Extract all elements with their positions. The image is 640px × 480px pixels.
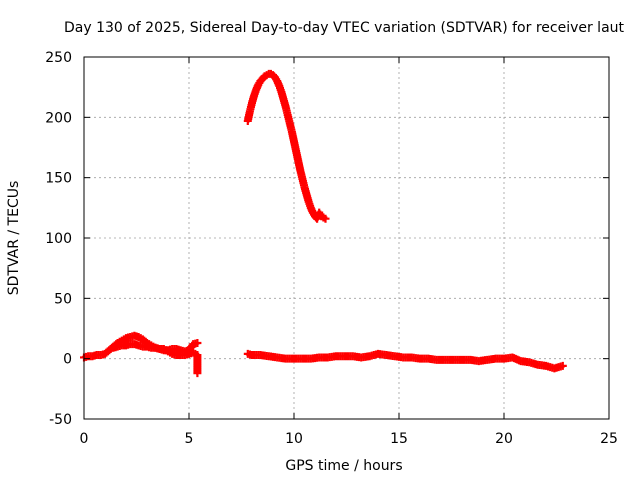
y-tick-label: 50 xyxy=(54,291,72,307)
data-points xyxy=(80,69,567,378)
series-2 xyxy=(243,69,330,223)
y-tick-label: 100 xyxy=(45,231,72,247)
y-tick-label: 200 xyxy=(45,110,72,126)
series-3 xyxy=(243,349,567,373)
x-tick-label: 5 xyxy=(185,431,194,447)
y-tick-label: 250 xyxy=(45,50,72,66)
x-tick-label: 25 xyxy=(600,431,618,447)
data-point xyxy=(193,369,202,378)
data-point xyxy=(558,361,567,370)
x-tick-label: 20 xyxy=(495,431,513,447)
y-tick-label: -50 xyxy=(49,412,72,428)
x-tick-label: 0 xyxy=(80,431,89,447)
axis-ticks: 0 5 10 15 20 25 -50 0 50 100 150 200 250 xyxy=(45,50,618,447)
x-axis-label: GPS time / hours xyxy=(285,458,402,474)
chart-title: Day 130 of 2025, Sidereal Day-to-day VTE… xyxy=(64,20,625,36)
data-point xyxy=(193,338,202,347)
y-axis-label: SDTVAR / TECUs xyxy=(6,181,22,296)
series-1 xyxy=(109,340,202,378)
y-tick-label: 150 xyxy=(45,171,72,187)
data-point xyxy=(321,214,330,223)
x-tick-label: 15 xyxy=(390,431,408,447)
x-tick-label: 10 xyxy=(285,431,303,447)
y-tick-label: 0 xyxy=(63,352,72,368)
